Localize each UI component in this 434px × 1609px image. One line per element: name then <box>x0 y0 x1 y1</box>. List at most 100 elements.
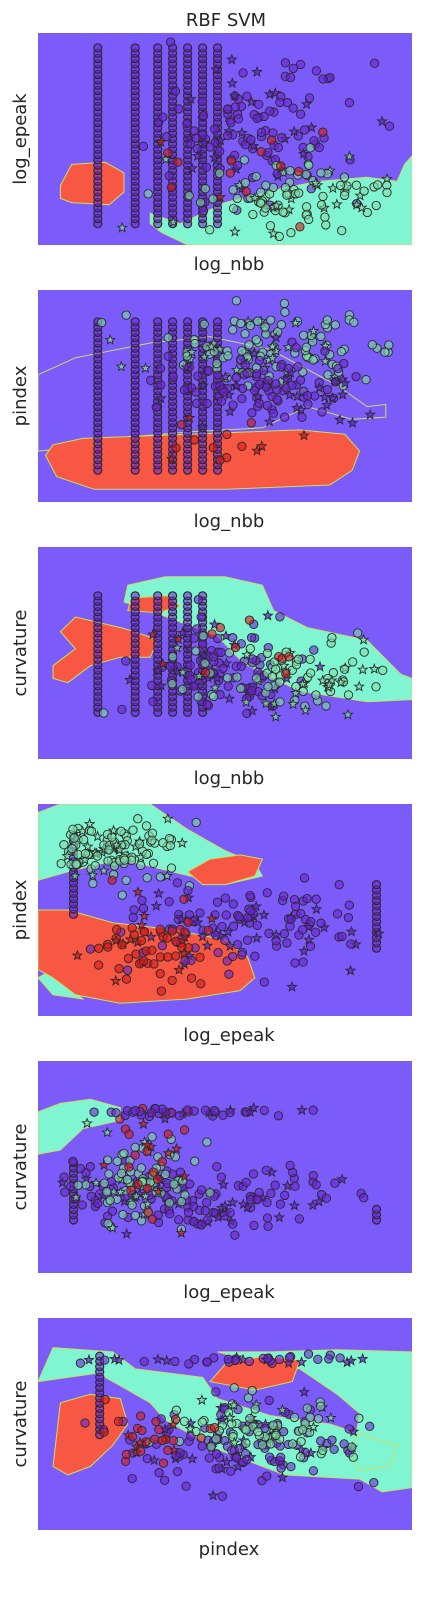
data-point <box>183 1208 194 1218</box>
data-point <box>130 1142 140 1153</box>
data-point <box>259 977 269 987</box>
data-point <box>221 910 231 920</box>
data-point-star <box>291 401 303 413</box>
y-axis-label: curvature <box>10 1381 31 1468</box>
data-point <box>242 91 252 101</box>
data-point-star <box>214 191 227 203</box>
data-point-star <box>226 77 239 89</box>
data-point <box>304 160 314 170</box>
data-point <box>190 1156 200 1166</box>
data-point-star <box>376 115 388 127</box>
data-point <box>117 890 127 900</box>
data-point <box>282 938 292 948</box>
data-point <box>197 1417 207 1427</box>
data-point-star <box>368 663 381 675</box>
data-point <box>167 679 177 689</box>
data-point <box>349 317 359 327</box>
data-point-star <box>186 162 198 174</box>
data-point <box>226 156 237 166</box>
data-point <box>343 690 354 700</box>
data-point-star <box>134 1436 146 1448</box>
data-point <box>129 930 139 940</box>
data-point <box>151 1416 161 1427</box>
data-point <box>113 1416 124 1427</box>
data-point-star <box>339 377 351 389</box>
data-point <box>138 141 149 151</box>
data-point-star <box>185 92 197 104</box>
x-axis-label: log_nbb <box>194 254 265 275</box>
data-point <box>313 1414 324 1424</box>
y-axis-label: log_epeak <box>10 93 31 185</box>
data-point <box>136 1446 146 1456</box>
data-point-star <box>310 903 323 915</box>
data-point <box>291 681 301 692</box>
data-point-star <box>313 1195 325 1207</box>
data-point-star <box>139 1190 152 1202</box>
data-point <box>73 1180 83 1190</box>
data-point <box>308 1171 318 1181</box>
data-point <box>320 346 330 356</box>
data-point <box>263 1353 273 1364</box>
data-point-star <box>309 177 322 189</box>
data-point-star <box>178 1170 191 1182</box>
data-point-star <box>186 1452 198 1464</box>
data-point <box>142 873 152 883</box>
y-axis-label: curvature <box>10 610 31 697</box>
data-point <box>185 139 196 149</box>
data-point <box>81 1180 91 1190</box>
data-point <box>275 612 285 622</box>
data-point <box>316 200 327 210</box>
data-point-star <box>345 925 358 937</box>
data-point <box>296 908 306 919</box>
data-point <box>382 187 392 198</box>
data-point <box>141 849 152 860</box>
data-point-star <box>114 1186 127 1198</box>
data-point <box>160 1169 171 1179</box>
data-point <box>244 340 254 350</box>
data-point <box>302 390 313 401</box>
data-point <box>203 925 213 936</box>
data-point <box>224 969 234 979</box>
data-point <box>228 921 239 931</box>
data-point-star <box>223 692 236 704</box>
data-point <box>198 43 208 53</box>
data-point <box>121 656 131 666</box>
data-point-star <box>138 909 151 921</box>
data-point-star <box>145 930 157 942</box>
data-point <box>226 117 236 128</box>
data-point <box>380 347 390 357</box>
data-point <box>316 918 326 928</box>
data-point <box>183 317 193 327</box>
data-point <box>212 897 223 907</box>
data-point <box>137 1425 147 1436</box>
data-point <box>215 455 225 465</box>
data-point-star <box>175 913 188 925</box>
data-point <box>238 68 248 78</box>
data-point-star <box>201 939 214 951</box>
data-point <box>225 168 235 178</box>
data-point <box>122 1175 133 1185</box>
data-point-star <box>331 198 343 210</box>
data-point-star <box>86 869 99 881</box>
data-point-star <box>198 649 210 661</box>
data-point <box>162 131 172 142</box>
data-point <box>200 658 210 669</box>
data-point-star <box>152 1353 164 1365</box>
data-point <box>173 104 184 114</box>
data-point <box>332 909 343 919</box>
data-point <box>227 1445 237 1456</box>
data-point <box>174 1111 185 1121</box>
data-point-star <box>299 704 312 716</box>
data-point <box>214 168 225 178</box>
data-point <box>190 338 200 349</box>
data-point-star <box>81 840 94 852</box>
data-point <box>133 1179 143 1189</box>
data-point <box>137 895 147 905</box>
data-point <box>85 1162 95 1172</box>
y-axis-label: curvature <box>10 1124 31 1211</box>
data-point-star <box>248 192 261 204</box>
data-point <box>198 631 208 641</box>
data-point <box>179 1125 190 1135</box>
data-point-star <box>136 918 148 930</box>
data-point <box>287 1439 298 1449</box>
